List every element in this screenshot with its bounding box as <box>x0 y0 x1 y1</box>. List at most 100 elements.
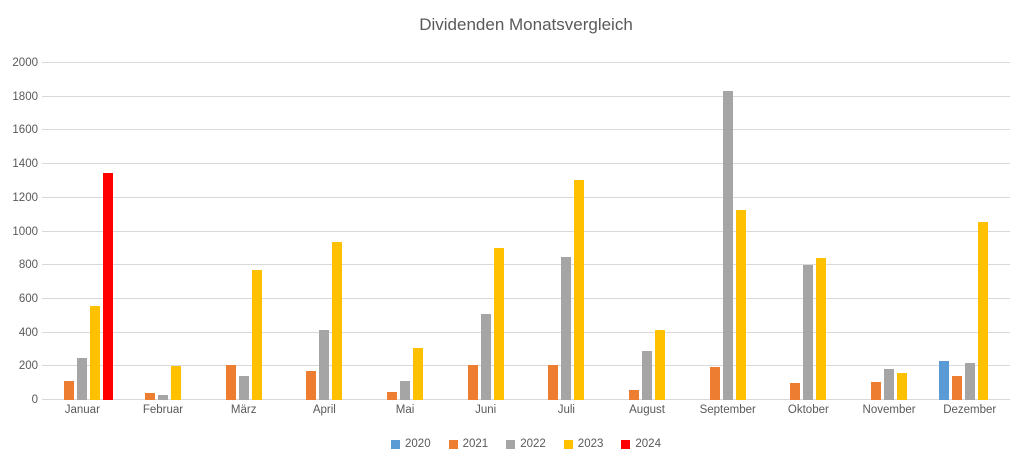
bar-slot-2022 <box>76 63 89 400</box>
bar-slot-2023 <box>492 63 505 400</box>
bar-slot-2023 <box>976 63 989 400</box>
bar-2023-juni <box>493 248 504 400</box>
bar-2021-mai <box>387 392 398 400</box>
legend-item-2024: 2024 <box>621 438 661 450</box>
x-category-label: September <box>699 404 756 416</box>
bar-2022-august <box>642 351 653 400</box>
bar-slot-2020 <box>695 63 708 400</box>
bar-slot-2024 <box>828 63 841 400</box>
bar-slot-2023 <box>412 63 425 400</box>
bar-slot-2021 <box>224 63 237 400</box>
bar-slot-2024 <box>667 63 680 400</box>
bar-slot-2020 <box>50 63 63 400</box>
legend-item-2020: 2020 <box>391 438 431 450</box>
legend-label: 2020 <box>405 438 431 450</box>
bar-2022-juni <box>480 314 491 400</box>
bar-2021-april <box>306 371 317 400</box>
bar-slot-2024 <box>989 63 1002 400</box>
bar-slot-2021 <box>789 63 802 400</box>
bar-2024-januar <box>103 172 114 400</box>
gridline <box>42 297 1010 299</box>
bar-2021-november <box>871 382 882 400</box>
bar-2023-märz <box>251 270 262 400</box>
bar-slot-2021 <box>628 63 641 400</box>
bar-slot-2023 <box>734 63 747 400</box>
bar-slot-2020 <box>211 63 224 400</box>
legend: 2020 2021 2022 2023 2024 <box>42 438 1010 450</box>
bar-2021-märz <box>225 364 236 400</box>
gridline <box>42 230 1010 232</box>
bar-slot-2024 <box>747 63 760 400</box>
y-tick-label: 200 <box>18 360 38 373</box>
legend-item-2023: 2023 <box>563 438 603 450</box>
bar-slot-2022 <box>721 63 734 400</box>
bar-2021-juli <box>548 364 559 400</box>
gridline <box>42 264 1010 266</box>
bar-2021-februar <box>145 393 155 400</box>
bar-slot-2024 <box>102 63 115 400</box>
legend-label: 2021 <box>462 438 489 450</box>
legend-swatch-icon <box>563 439 573 449</box>
bar-slot-2021 <box>386 63 399 400</box>
bar-2023-oktober <box>816 258 827 400</box>
bar-slot-2021 <box>547 63 560 400</box>
bar-slot-2020 <box>453 63 466 400</box>
bar-slot-2024 <box>425 63 438 400</box>
x-category-label: Juni <box>475 404 497 416</box>
x-category-label: Mai <box>395 404 415 416</box>
bar-slot-2022 <box>883 63 896 400</box>
bar-slot-2022 <box>641 63 654 400</box>
bar-group-november: November <box>849 63 930 416</box>
bar-slot-2020 <box>937 63 950 400</box>
y-tick-label: 2000 <box>12 57 38 69</box>
bar-2023-dezember <box>977 222 988 400</box>
bar-group-märz: März <box>203 63 284 416</box>
bar-2023-januar <box>90 305 101 400</box>
y-tick-label: 1600 <box>12 124 38 137</box>
bar-2021-dezember <box>951 375 962 400</box>
bar-slot-2022 <box>963 63 976 400</box>
bar-slot-2020 <box>373 63 386 400</box>
bar-2022-februar <box>158 394 168 400</box>
bar-2023-juli <box>574 180 585 400</box>
x-category-label: März <box>230 404 257 416</box>
legend-swatch-icon <box>621 439 631 449</box>
bar-slot-2024 <box>909 63 922 400</box>
x-category-label: Juli <box>557 404 575 416</box>
bar-group-april: April <box>284 63 365 416</box>
bar-slot-2024 <box>586 63 599 400</box>
bar-slot-2022 <box>802 63 815 400</box>
gridline <box>42 129 1010 131</box>
chart-title: Dividenden Monatsvergleich <box>419 15 633 34</box>
gridline <box>42 331 1010 333</box>
y-tick-label: 600 <box>18 292 38 305</box>
legend-item-2022: 2022 <box>506 438 546 450</box>
bar-slot-2020 <box>776 63 789 400</box>
bar-2023-februar <box>171 366 181 400</box>
bar-slot-2024 <box>263 63 276 400</box>
bar-2021-september <box>709 367 720 400</box>
gridline <box>42 95 1010 97</box>
gridline <box>42 163 1010 165</box>
bar-slot-2022 <box>237 63 250 400</box>
bar-slot-2020 <box>131 63 144 400</box>
legend-swatch-icon <box>506 439 516 449</box>
gridline <box>42 62 1010 63</box>
bar-slot-2023 <box>250 63 263 400</box>
bar-2023-august <box>655 330 666 400</box>
x-category-label: Oktober <box>787 404 829 416</box>
bar-2021-januar <box>64 381 75 400</box>
bar-slot-2021 <box>466 63 479 400</box>
bar-slot-2023 <box>331 63 344 400</box>
y-tick-label: 1800 <box>12 90 38 103</box>
bar-group-dezember: Dezember <box>929 63 1010 416</box>
bar-slot-2021 <box>144 63 157 400</box>
bar-2023-november <box>897 373 908 400</box>
legend-item-2021: 2021 <box>448 438 489 450</box>
bar-group-februar: Februar <box>123 63 204 416</box>
x-category-label: Januar <box>64 404 100 416</box>
bar-group-januar: Januar <box>42 63 123 416</box>
bar-slot-2023 <box>815 63 828 400</box>
bar-group-mai: Mai <box>365 63 446 416</box>
bar-group-august: August <box>607 63 688 416</box>
